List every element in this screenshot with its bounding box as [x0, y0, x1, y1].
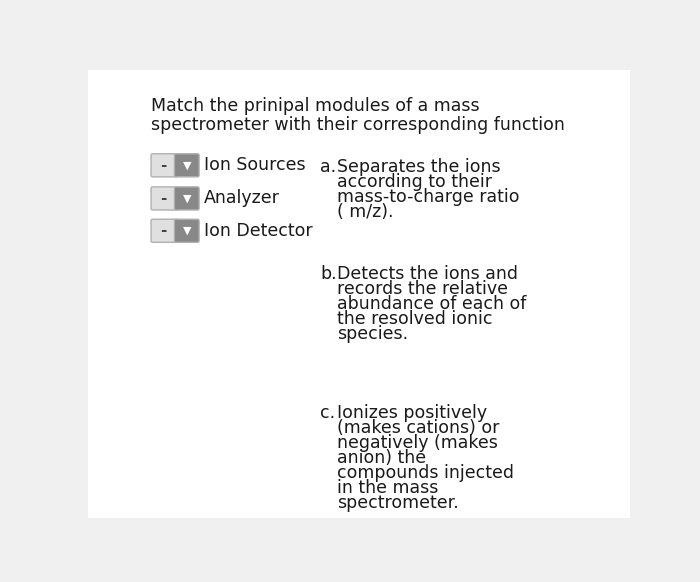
- Text: -: -: [160, 158, 167, 173]
- Text: spectrometer.: spectrometer.: [337, 494, 458, 512]
- Text: spectrometer with their corresponding function: spectrometer with their corresponding fu…: [151, 116, 565, 134]
- Text: ▼: ▼: [183, 160, 191, 171]
- FancyBboxPatch shape: [174, 219, 199, 242]
- FancyBboxPatch shape: [174, 187, 199, 210]
- FancyBboxPatch shape: [151, 219, 178, 242]
- Text: Separates the ions: Separates the ions: [337, 158, 500, 176]
- Text: Ionizes positively: Ionizes positively: [337, 404, 487, 422]
- Text: mass-to-charge ratio: mass-to-charge ratio: [337, 187, 519, 205]
- Text: negatively (makes: negatively (makes: [337, 434, 498, 452]
- FancyBboxPatch shape: [174, 154, 199, 177]
- Text: Ion Detector: Ion Detector: [204, 222, 312, 240]
- Text: ( m/z).: ( m/z).: [337, 203, 393, 221]
- Text: anion) the: anion) the: [337, 449, 426, 467]
- Text: -: -: [160, 191, 167, 206]
- Text: records the relative: records the relative: [337, 281, 508, 299]
- Text: ▼: ▼: [183, 226, 191, 236]
- Text: a.: a.: [320, 158, 336, 176]
- FancyBboxPatch shape: [151, 154, 178, 177]
- Text: Match the prinipal modules of a mass: Match the prinipal modules of a mass: [151, 97, 480, 115]
- Text: -: -: [160, 223, 167, 238]
- FancyBboxPatch shape: [88, 70, 630, 518]
- Text: species.: species.: [337, 325, 408, 343]
- Text: the resolved ionic: the resolved ionic: [337, 310, 493, 328]
- Text: according to their: according to their: [337, 173, 492, 191]
- Text: abundance of each of: abundance of each of: [337, 296, 526, 314]
- Text: ▼: ▼: [183, 193, 191, 204]
- Text: c.: c.: [320, 404, 335, 422]
- Text: Detects the ions and: Detects the ions and: [337, 265, 518, 283]
- Text: b.: b.: [320, 265, 337, 283]
- Text: (makes cations) or: (makes cations) or: [337, 419, 499, 437]
- Text: in the mass: in the mass: [337, 479, 438, 497]
- Text: compounds injected: compounds injected: [337, 464, 514, 482]
- Text: Ion Sources: Ion Sources: [204, 157, 305, 175]
- FancyBboxPatch shape: [151, 187, 178, 210]
- Text: Analyzer: Analyzer: [204, 189, 279, 207]
